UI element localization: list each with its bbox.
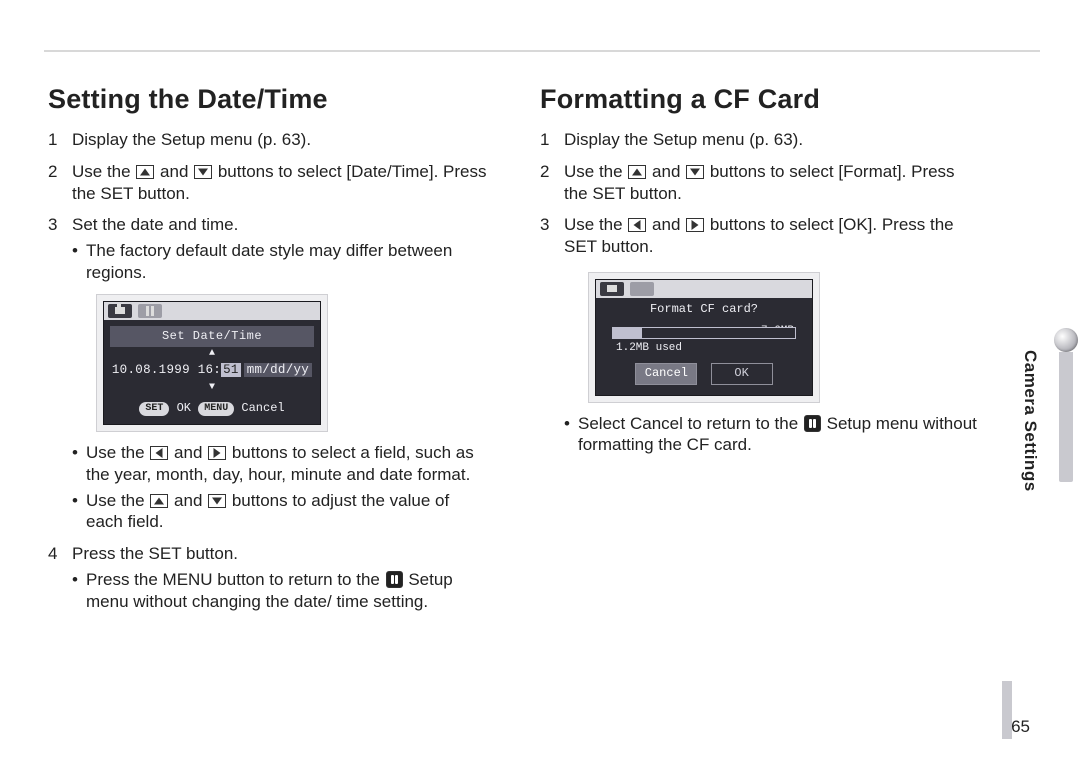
lcd-date-format: mm/dd/yy [244,363,312,377]
lcd-format: Format CF card? 7.6MB 1.2MB used Cancel [595,279,813,396]
b2-mid: and [169,443,207,462]
lcd-tabbar [104,302,320,320]
r-step-3-bullets: Select Cancel to return to the Setup men… [564,413,980,457]
lcd-tab-tools [138,304,162,318]
triangle-right-icon [208,446,226,460]
heading-format-cf: Formatting a CF Card [540,84,980,115]
lcd-ok-label: OK [169,401,198,415]
step-4: Press the SET button. Press the MENU but… [48,543,488,612]
lcd-title: Set Date/Time [110,326,314,347]
steps-date-time: Display the Setup menu (p. 63). Use the … [48,129,488,612]
r-step-2: Use the and buttons to select [Format]. … [540,161,980,205]
step-4-bullets: Press the MENU button to return to the S… [72,569,488,613]
lcd-date-prefix: 10.08.1999 16: [112,363,221,377]
triangle-down-icon [194,165,212,179]
lcd2-buttons: Cancel OK [596,363,812,384]
lcd-footer: SET OK MENU Cancel [104,393,320,424]
triangle-left-icon [150,446,168,460]
lcd-pill-menu: MENU [198,402,234,416]
lcd-cancel-label: Cancel [234,401,284,415]
lcd2-btn-cancel: Cancel [635,363,697,384]
step-1: Display the Setup menu (p. 63). [48,129,488,151]
step-4-text: Press the SET button. [72,544,238,563]
step-3-bullets: The factory default date style may diffe… [72,240,488,284]
camera-icon [115,307,125,314]
step-2: Use the and buttons to select [Date/Time… [48,161,488,205]
step-1-text: Display the Setup menu (p. 63). [72,130,311,149]
r-step-1: Display the Setup menu (p. 63). [540,129,980,151]
two-column-layout: Setting the Date/Time Display the Setup … [48,84,1040,622]
heading-date-time: Setting the Date/Time [48,84,488,115]
manual-page: Setting the Date/Time Display the Setup … [0,0,1080,765]
steps-format-cf: Display the Setup menu (p. 63). Use the … [540,129,980,456]
step-2-pre: Use the [72,162,135,181]
thumb-tab-cap [1054,328,1078,352]
lcd2-bar-fill [613,328,642,338]
r-s3-pre: Use the [564,215,627,234]
triangle-up-icon [136,165,154,179]
lcd-tab-camera [108,304,132,318]
rb1-pre: Select Cancel to return to the [578,414,803,433]
lcd-value-row: 10.08.1999 16:51mm/dd/yy [104,359,320,381]
section-side-label: Camera Settings [1020,350,1040,492]
b2-pre: Use the [86,443,149,462]
lcd-arrow-up: ▲ [104,347,320,359]
b3-pre: Use the [86,491,149,510]
page-number: 65 [1011,717,1030,737]
r-s2-mid: and [647,162,685,181]
tools-icon [146,306,154,316]
step-3-bullet-1: The factory default date style may diffe… [72,240,488,284]
lcd2-tab-tools [630,282,654,296]
lcd2-bar [612,327,796,339]
lcd-date-time: Set Date/Time ▲ 10.08.1999 16:51mm/dd/yy… [103,301,321,426]
top-rule [44,50,1040,52]
step-3-bullet-3: Use the and buttons to adjust the value … [72,490,488,534]
camera-icon [607,285,617,292]
triangle-left-icon [628,218,646,232]
step-3: Set the date and time. The factory defau… [48,214,488,533]
left-column: Setting the Date/Time Display the Setup … [48,84,488,622]
lcd-arrow-down: ▼ [104,381,320,393]
s4b1-pre: Press the MENU button to return to the [86,570,385,589]
step-3-bullets-after: Use the and buttons to select a field, s… [72,442,488,533]
r-step-3: Use the and buttons to select [OK]. Pres… [540,214,980,456]
triangle-down-icon [686,165,704,179]
b3-mid: and [169,491,207,510]
lcd2-used: 1.2MB used [616,341,812,355]
thumb-tab [1052,328,1080,498]
step-3-bullet-2: Use the and buttons to select a field, s… [72,442,488,486]
triangle-up-icon [150,494,168,508]
triangle-right-icon [686,218,704,232]
thumb-tab-bar [1059,352,1073,482]
r-s3-mid: and [647,215,685,234]
lcd2-tab-camera [600,282,624,296]
tools-icon [638,284,646,294]
lcd-pill-set: SET [139,402,169,416]
step-3-text: Set the date and time. [72,215,238,234]
r-step-1-text: Display the Setup menu (p. 63). [564,130,803,149]
r-step-3-bullet-1: Select Cancel to return to the Setup men… [564,413,980,457]
setup-tools-icon [386,571,403,588]
lcd-date-highlight: 51 [221,363,241,377]
r-s2-pre: Use the [564,162,627,181]
lcd2-tabbar [596,280,812,298]
lcd-date-time-frame: Set Date/Time ▲ 10.08.1999 16:51mm/dd/yy… [96,294,328,433]
lcd2-btn-ok: OK [711,363,773,384]
lcd-format-frame: Format CF card? 7.6MB 1.2MB used Cancel [588,272,820,403]
setup-tools-icon [804,415,821,432]
step-2-mid: and [155,162,193,181]
step-4-bullet-1: Press the MENU button to return to the S… [72,569,488,613]
triangle-down-icon [208,494,226,508]
lcd2-title: Format CF card? [596,298,812,321]
right-column: Formatting a CF Card Display the Setup m… [540,84,980,622]
triangle-up-icon [628,165,646,179]
